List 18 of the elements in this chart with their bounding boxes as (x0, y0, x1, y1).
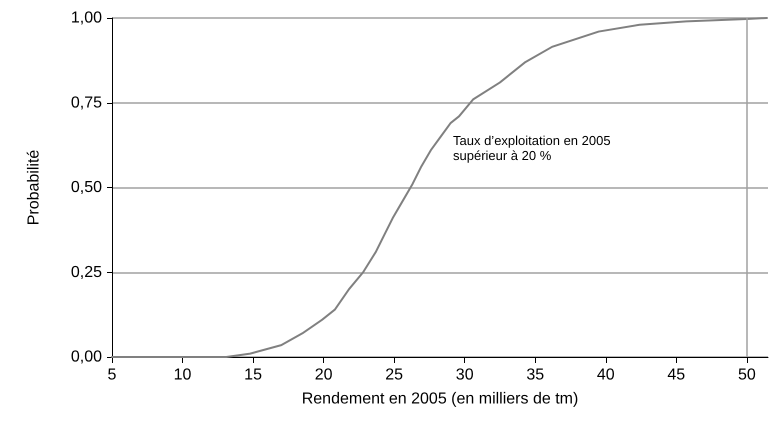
y-tick-label: 0,25 (70, 264, 102, 281)
x-tick-label: 40 (596, 366, 615, 384)
x-axis-title: Rendement en 2005 (en milliers de tm) (302, 390, 578, 408)
y-tick-label: 0,75 (70, 94, 102, 112)
x-tick-label: 5 (108, 366, 117, 384)
x-tick-label: 35 (526, 366, 544, 384)
x-tick-label: 50 (738, 366, 756, 384)
x-tick-label: 45 (667, 366, 686, 384)
x-tick-label: 30 (456, 366, 474, 384)
x-tick-label: 20 (314, 366, 333, 384)
annotation: Taux d’exploitation en 2005 supérieur à 20 % (453, 133, 611, 163)
x-tick-label: 10 (174, 366, 192, 384)
y-tick-label: 1,00 (70, 10, 102, 26)
y-tick-label: 0,50 (70, 179, 102, 196)
x-tick-label: 15 (244, 366, 262, 384)
x-tick-label: 25 (385, 366, 404, 384)
y-axis-title: Probabilité (26, 150, 42, 226)
y-tick-label: 0,00 (70, 348, 102, 366)
